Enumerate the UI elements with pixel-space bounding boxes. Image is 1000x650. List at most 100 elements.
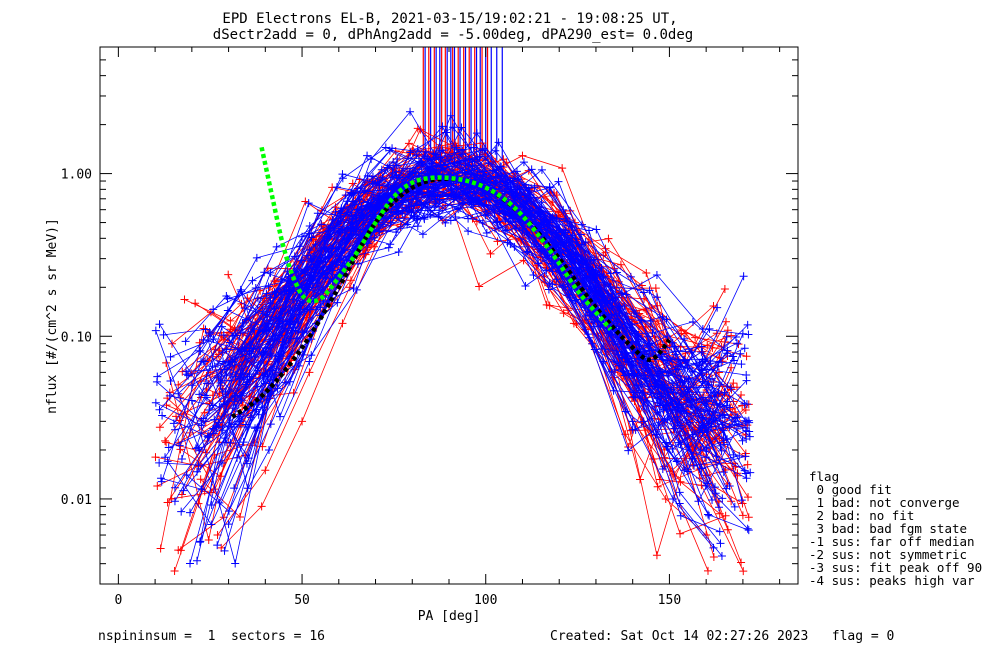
blue-trace-marker xyxy=(469,143,478,152)
red-trace-marker xyxy=(162,438,171,447)
blue-trace-marker xyxy=(436,146,445,155)
blue-trace-marker xyxy=(246,413,255,422)
axes: 0 50 100 150 0.01 0.10 1.00 xyxy=(61,46,798,608)
blue-trace xyxy=(234,162,731,487)
blue-trace-marker xyxy=(733,339,742,348)
blue-trace-marker xyxy=(684,467,693,476)
blue-trace-marker xyxy=(341,191,350,200)
red-trace-marker xyxy=(177,490,186,499)
blue-trace-marker xyxy=(672,457,681,466)
blue-trace-marker xyxy=(738,329,747,338)
red-trace-marker xyxy=(627,426,636,435)
blue-trace-marker xyxy=(388,168,397,177)
blue-trace-marker xyxy=(384,243,393,252)
red-trace-marker xyxy=(298,417,307,426)
blue-trace-marker xyxy=(493,172,502,181)
blue-trace-marker xyxy=(490,208,499,217)
blue-trace-marker xyxy=(421,147,430,156)
blue-trace-marker xyxy=(521,281,530,290)
blue-trace-marker xyxy=(643,332,652,341)
blue-trace-marker xyxy=(362,211,371,220)
blue-trace-marker xyxy=(260,371,269,380)
blue-trace-marker xyxy=(746,468,755,477)
blue-trace-marker xyxy=(294,361,303,370)
red-trace-marker xyxy=(651,284,660,293)
blue-trace-marker xyxy=(197,485,206,494)
blue-trace-marker xyxy=(675,488,684,497)
blue-trace-marker xyxy=(482,228,491,237)
blue-trace-marker xyxy=(573,267,582,276)
blue-trace-marker xyxy=(452,143,461,152)
blue-trace-marker xyxy=(478,218,487,227)
blue-trace-marker xyxy=(628,417,637,426)
blue-trace-marker xyxy=(431,150,440,159)
red-trace-marker xyxy=(727,331,736,340)
blue-trace-marker xyxy=(718,494,727,503)
chart-title-line1: EPD Electrons EL-B, 2021-03-15/19:02:21 … xyxy=(222,11,677,27)
blue-trace-marker xyxy=(715,503,724,512)
red-trace-marker xyxy=(729,379,738,388)
blue-trace-marker xyxy=(454,205,463,214)
blue-trace-marker xyxy=(177,455,186,464)
blue-trace-marker xyxy=(238,318,247,327)
blue-trace-marker xyxy=(702,453,711,462)
fit-curves xyxy=(230,146,672,419)
blue-trace-marker xyxy=(253,294,262,303)
y-axis-label: nflux [#/(cm^2 s sr MeV)] xyxy=(45,218,60,414)
blue-trace-marker xyxy=(717,552,726,561)
blue-trace-marker xyxy=(272,242,281,251)
blue-trace-marker xyxy=(657,392,666,401)
blue-trace-marker xyxy=(395,173,404,182)
blue-trace-marker xyxy=(268,366,277,375)
y-tick-label: 0.10 xyxy=(61,330,92,345)
blue-trace-marker xyxy=(222,371,231,380)
blue-trace-marker xyxy=(333,298,342,307)
blue-trace-marker xyxy=(236,370,245,379)
blue-trace-marker xyxy=(151,326,160,335)
red-trace-marker xyxy=(742,352,751,361)
blue-trace-marker xyxy=(660,381,669,390)
blue-trace-marker xyxy=(725,481,734,490)
blue-trace-marker xyxy=(308,283,317,292)
blue-trace-marker xyxy=(201,391,210,400)
blue-trace-marker xyxy=(442,128,451,137)
red-trace-marker xyxy=(151,453,160,462)
blue-trace-marker xyxy=(743,524,752,533)
blue-trace-marker xyxy=(523,247,532,256)
blue-trace-marker xyxy=(222,438,231,447)
blue-trace-marker xyxy=(398,198,407,207)
footer-right-info: Created: Sat Oct 14 02:27:26 2023 flag =… xyxy=(550,629,894,644)
blue-trace-marker xyxy=(222,292,231,301)
blue-trace-marker xyxy=(382,193,391,202)
blue-trace-marker xyxy=(213,359,222,368)
blue-trace-marker xyxy=(491,146,500,155)
blue-trace-marker xyxy=(192,467,201,476)
red-trace-marker xyxy=(176,445,185,454)
blue-trace-marker xyxy=(444,177,453,186)
blue-trace-marker xyxy=(722,332,731,341)
blue-trace-marker xyxy=(236,391,245,400)
red-trace-marker xyxy=(370,242,379,251)
red-trace-marker xyxy=(257,502,266,511)
blue-trace-marker xyxy=(449,123,458,132)
blue-trace-marker xyxy=(213,541,222,550)
blue-trace-marker xyxy=(252,253,261,262)
blue-trace-marker xyxy=(742,417,751,426)
red-trace-marker xyxy=(212,352,221,361)
blue-trace-marker xyxy=(155,405,164,414)
blue-trace-marker xyxy=(739,272,748,281)
blue-trace-marker xyxy=(494,138,503,147)
blue-trace-marker xyxy=(209,305,218,314)
blue-trace-marker xyxy=(210,415,219,424)
blue-trace-marker xyxy=(206,329,215,338)
blue-trace-marker xyxy=(736,349,745,358)
red-trace-marker xyxy=(653,482,662,491)
blue-trace-marker xyxy=(392,228,401,237)
red-trace-marker xyxy=(305,368,314,377)
blue-trace-marker xyxy=(480,146,489,155)
blue-trace-marker xyxy=(409,213,418,222)
blue-trace-marker xyxy=(365,203,374,212)
red-trace-marker xyxy=(703,341,712,350)
blue-trace-marker xyxy=(186,559,195,568)
blue-trace-marker xyxy=(506,240,515,249)
